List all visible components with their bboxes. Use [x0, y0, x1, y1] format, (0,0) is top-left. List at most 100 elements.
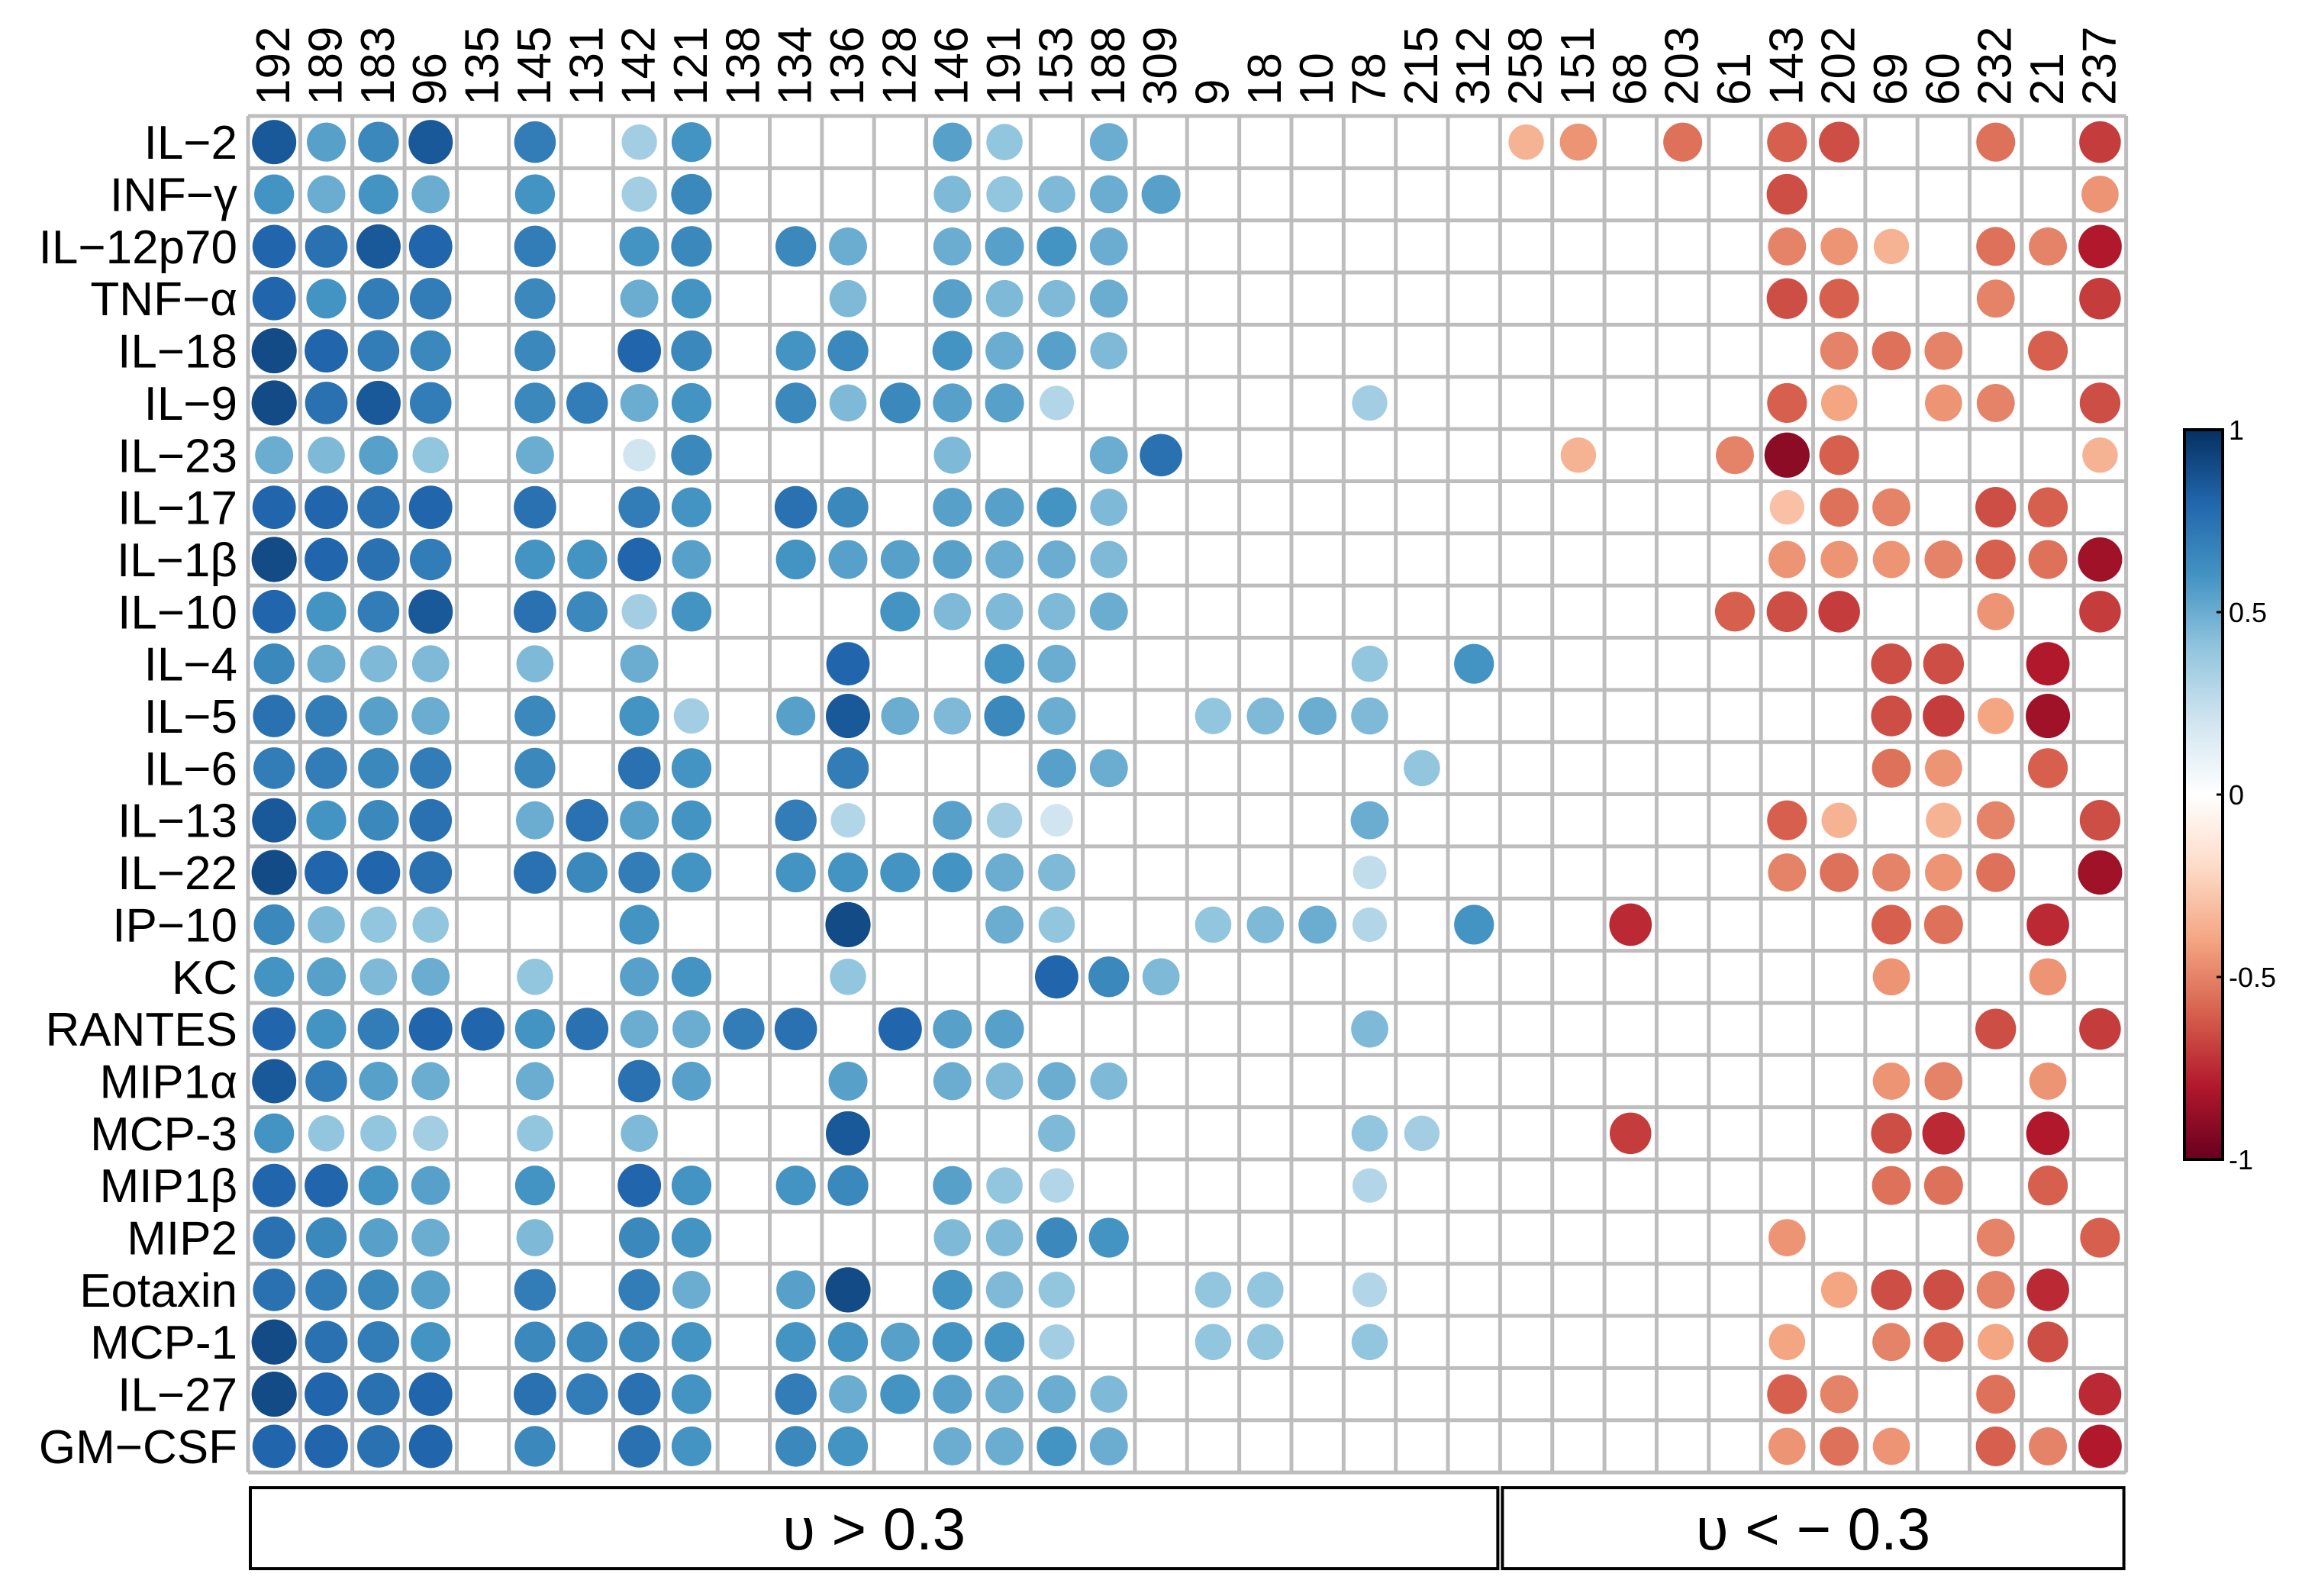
correlation-dot: [1560, 437, 1597, 473]
row-label: IL−2: [144, 117, 237, 169]
correlation-dot: [360, 906, 397, 943]
correlation-dot: [411, 697, 450, 735]
correlation-dot: [1923, 1269, 1965, 1311]
correlation-dot: [985, 1009, 1024, 1049]
correlation-dot: [1977, 698, 2014, 734]
correlation-dot: [357, 1372, 400, 1416]
correlation-dot: [566, 798, 609, 842]
correlation-dot: [1976, 1375, 2016, 1414]
correlation-dot: [774, 485, 817, 529]
correlation-dot: [620, 384, 659, 422]
correlation-dot: [566, 852, 608, 893]
correlation-dot: [1766, 278, 1807, 319]
correlation-dot: [1926, 802, 1962, 838]
correlation-dot: [411, 1166, 450, 1205]
correlation-dot: [2029, 1062, 2067, 1100]
group-label: υ < − 0.3: [1696, 1495, 1930, 1562]
correlation-dot: [775, 382, 817, 424]
correlation-dot: [1352, 1272, 1388, 1307]
correlation-dot: [514, 695, 556, 737]
correlation-dot: [932, 852, 972, 893]
correlation-dot: [984, 695, 1025, 737]
correlation-dot: [618, 1217, 660, 1259]
row-label: GM−CSF: [39, 1421, 237, 1474]
correlation-dot: [357, 485, 400, 529]
column-label: 232: [1969, 27, 2022, 105]
correlation-dot: [671, 748, 712, 788]
correlation-dot: [1247, 1324, 1284, 1360]
correlation-dot: [825, 901, 871, 948]
correlation-dot: [618, 486, 660, 528]
correlation-dot: [672, 1270, 711, 1309]
correlation-dot: [408, 589, 453, 634]
correlation-dot: [253, 747, 295, 789]
correlation-dot: [252, 589, 296, 634]
row-label: IL−9: [144, 378, 237, 430]
correlation-dot: [1872, 331, 1911, 371]
correlation-dot: [671, 122, 712, 163]
correlation-dot: [617, 329, 662, 372]
correlation-dot: [252, 224, 296, 269]
correlation-dot: [1871, 904, 1912, 945]
correlation-dot: [566, 1008, 609, 1050]
correlation-dot: [359, 1061, 398, 1101]
correlation-dot: [1609, 903, 1652, 946]
correlation-dot: [880, 1322, 920, 1362]
correlation-dot: [411, 1322, 451, 1362]
correlation-dot: [252, 1007, 296, 1051]
correlation-dot: [1923, 904, 1963, 944]
correlation-dot: [1767, 1374, 1807, 1414]
correlation-dot: [408, 1007, 453, 1051]
correlation-dot: [2026, 642, 2070, 686]
correlation-dot: [829, 384, 867, 422]
correlation-dot: [2026, 1111, 2070, 1156]
correlation-dot: [251, 537, 297, 582]
correlation-dot: [985, 488, 1024, 527]
correlation-dot: [305, 1372, 348, 1416]
correlation-dot: [305, 1060, 347, 1102]
correlation-dot: [1353, 856, 1387, 890]
correlation-dot: [985, 1427, 1024, 1465]
correlation-dot: [986, 124, 1023, 160]
correlation-dot: [826, 642, 870, 686]
correlation-dot: [933, 383, 972, 423]
correlation-dot: [1454, 904, 1494, 945]
row-label: IL−18: [118, 326, 237, 379]
correlation-dot: [358, 800, 399, 841]
correlation-dot: [932, 1269, 972, 1310]
correlation-dot: [1039, 1168, 1075, 1203]
correlation-dot: [1089, 436, 1128, 475]
correlation-dot: [775, 1426, 817, 1467]
column-label: 312: [1447, 27, 1500, 105]
correlation-dot: [253, 904, 295, 946]
column-label: 78: [1343, 53, 1396, 105]
correlation-dot: [358, 1166, 398, 1206]
correlation-dot: [618, 851, 660, 894]
correlation-dot: [2080, 1217, 2120, 1258]
colorbar-tick-label: -0.5: [2229, 962, 2276, 993]
column-label: 145: [508, 27, 561, 105]
correlation-dot: [1037, 540, 1076, 579]
correlation-dot: [1090, 332, 1128, 369]
correlation-dot: [308, 1115, 345, 1152]
correlation-dot: [1872, 1166, 1911, 1205]
correlation-dot: [985, 279, 1024, 318]
correlation-dot: [1142, 958, 1180, 996]
correlation-dot: [1922, 1111, 1965, 1155]
correlation-dot: [305, 329, 348, 372]
correlation-dot: [1872, 853, 1910, 892]
correlation-dot: [408, 1372, 453, 1416]
correlation-dot: [359, 958, 398, 996]
correlation-dot: [984, 1322, 1025, 1362]
row-label: Eotaxin: [79, 1265, 237, 1317]
correlation-dot: [775, 226, 817, 267]
correlation-dot: [408, 485, 453, 530]
correlation-dot: [2079, 121, 2121, 163]
correlation-dot: [514, 1009, 556, 1049]
correlation-dot: [671, 279, 712, 319]
correlation-dot: [723, 1008, 765, 1050]
correlation-dot: [1819, 279, 1859, 319]
correlation-dot: [411, 1270, 450, 1310]
correlation-dot: [671, 173, 712, 215]
correlation-dot: [1821, 802, 1857, 838]
